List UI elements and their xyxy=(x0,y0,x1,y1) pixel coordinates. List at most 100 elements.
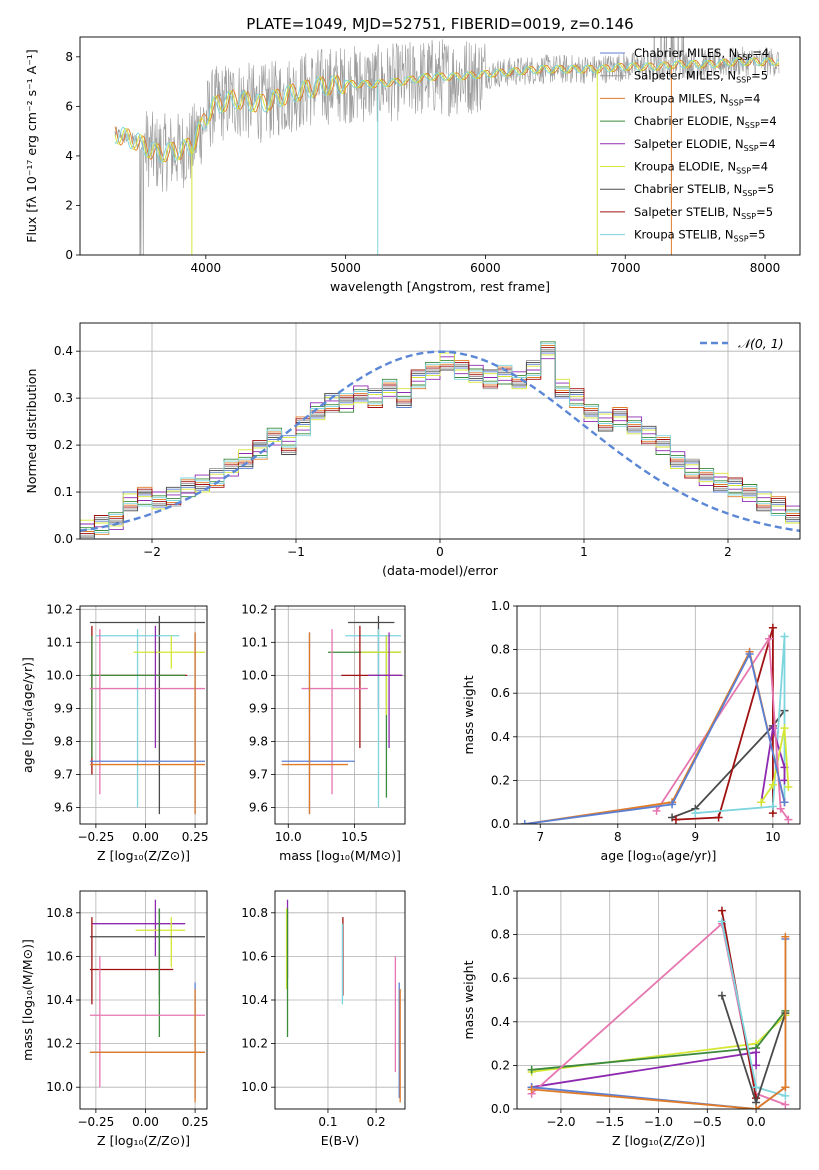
x-tick-label: 8000 xyxy=(750,261,781,275)
y-tick-label: 10.6 xyxy=(46,949,73,963)
x-tick-label: 7000 xyxy=(610,261,641,275)
y-tick-label: 0.0 xyxy=(54,532,73,546)
y-tick-label: 9.6 xyxy=(54,800,73,814)
y-tick-label: 0.2 xyxy=(491,1058,510,1072)
weight-point-marker xyxy=(764,634,773,643)
age-vs-mass-panel: 10.0 10.5 9.6 9.7 9.8 9.9 10.0 10.1 10.2 mass [lo… xyxy=(241,602,406,863)
weight-point-marker xyxy=(784,815,793,824)
weight-point-marker xyxy=(520,820,529,824)
histogram-step-line xyxy=(80,346,800,534)
weight-point-marker xyxy=(780,798,789,807)
y-tick-label: 10.1 xyxy=(241,635,268,649)
y-tick-label: 6 xyxy=(65,99,73,113)
y-axis-label: mass [log₁₀(M/M⊙)] xyxy=(20,939,35,1061)
x-tick-label: 6000 xyxy=(470,261,501,275)
y-tick-label: 0.4 xyxy=(491,730,510,744)
y-tick-label: 8 xyxy=(65,50,73,64)
weight-point-marker xyxy=(527,1085,536,1094)
axes-frame xyxy=(516,605,801,825)
age-vs-Z-panel: −0.25 0.00 0.25 9.6 9.7 9.8 9.9 10.0 10.1 10.2 Z [… xyxy=(20,602,208,863)
plot-area xyxy=(89,615,206,815)
x-tick-label: 0.00 xyxy=(132,1115,159,1129)
weight-series-line xyxy=(721,921,786,1097)
axes-frame xyxy=(516,890,801,1110)
x-tick-label: 2 xyxy=(724,545,732,559)
weight-point-marker xyxy=(714,813,723,822)
weight-point-marker xyxy=(768,780,777,789)
x-tick-label: −1 xyxy=(287,545,305,559)
x-tick-label: 10.0 xyxy=(275,830,302,844)
legend-label: Salpeter STELIB, NSSP=5 xyxy=(634,205,773,221)
x-tick-label: 0.00 xyxy=(132,830,159,844)
weight-point-marker xyxy=(781,932,790,941)
x-tick-label: 10 xyxy=(765,830,780,844)
y-tick-label: 0.6 xyxy=(491,971,510,985)
y-axis-label: Flux [fλ 10⁻¹⁷ erg cm⁻² s⁻¹ A⁻¹] xyxy=(24,49,39,242)
weight-point-marker xyxy=(780,724,789,733)
weight-point-marker xyxy=(652,806,661,815)
axes-frame xyxy=(79,322,801,540)
x-tick-label: 0.25 xyxy=(182,1115,209,1129)
axes-frame xyxy=(274,890,406,1110)
x-tick-label: 4000 xyxy=(191,261,222,275)
weight-point-marker xyxy=(780,632,789,641)
weight-vs-Z-panel: −2.0 −1.5 −1.0 −0.5 0.0 0.0 0.2 0.4 0.6 0.8 1.0 Z [… xyxy=(461,884,801,1148)
y-tick-label: 0.2 xyxy=(54,438,73,452)
spectrum-plot-area xyxy=(114,37,780,255)
x-tick-label: −1.5 xyxy=(595,1115,624,1129)
x-tick-label: −0.25 xyxy=(77,830,114,844)
y-tick-label: 10.8 xyxy=(241,906,268,920)
x-axis-label: mass [log₁₀(M/M⊙)] xyxy=(279,848,401,863)
x-axis-label: Z [log₁₀(Z/Z⊙)] xyxy=(97,848,190,863)
weight-point-marker xyxy=(717,906,726,915)
weight-point-marker xyxy=(781,1091,790,1100)
weight-point-marker xyxy=(757,798,766,807)
y-tick-label: 0.0 xyxy=(491,1102,510,1116)
y-tick-label: 9.9 xyxy=(249,701,268,715)
histogram-step-line xyxy=(80,350,800,538)
weight-point-marker xyxy=(752,1061,761,1070)
normal-curve-line xyxy=(80,350,800,532)
weight-point-marker xyxy=(752,1048,761,1057)
y-tick-label: 9.7 xyxy=(54,767,73,781)
x-axis-label: age [log₁₀(age/yr)] xyxy=(601,848,717,863)
y-tick-label: 10.8 xyxy=(46,906,73,920)
weight-point-marker xyxy=(671,815,680,824)
x-tick-label: −0.5 xyxy=(693,1115,722,1129)
residuals-plot-area xyxy=(80,341,800,539)
y-tick-label: 10.1 xyxy=(46,635,73,649)
plot-area xyxy=(527,906,790,1109)
x-axis-label: wavelength [Angstrom, rest frame] xyxy=(330,279,550,294)
model-spectrum-line xyxy=(114,57,780,163)
x-tick-label: 10.5 xyxy=(341,830,368,844)
y-axis-label: mass weight xyxy=(461,960,476,1039)
weight-series-line xyxy=(675,627,774,821)
spectrum-legend: Chabrier MILES, NSSP=4 Salpeter MILES, NS… xyxy=(600,46,777,244)
y-tick-label: 0.0 xyxy=(491,817,510,831)
x-tick-label: −0.25 xyxy=(77,1115,114,1129)
weight-point-marker xyxy=(752,1105,761,1109)
x-tick-label: 0 xyxy=(436,545,444,559)
y-tick-label: 0.4 xyxy=(491,1015,510,1029)
axes-frame xyxy=(79,890,208,1110)
plot-area xyxy=(281,615,403,815)
x-tick-label: 0.1 xyxy=(318,1115,337,1129)
plot-area xyxy=(520,623,793,824)
legend-label: Chabrier MILES, NSSP=4 xyxy=(634,46,769,62)
x-tick-label: 8 xyxy=(614,830,622,844)
x-tick-label: 7 xyxy=(536,830,544,844)
y-tick-label: 1.0 xyxy=(491,599,510,613)
y-tick-label: 10.2 xyxy=(241,1037,268,1051)
legend-label: Salpeter MILES, NSSP=5 xyxy=(634,69,768,85)
weight-series-line xyxy=(524,651,786,824)
weight-point-marker xyxy=(784,782,793,791)
y-tick-label: 4 xyxy=(65,149,73,163)
y-tick-label: 10.2 xyxy=(46,602,73,616)
y-tick-label: 0.1 xyxy=(54,485,73,499)
y-tick-label: 10.6 xyxy=(241,949,268,963)
weight-point-marker xyxy=(745,649,754,658)
residuals-panel: −2 −1 0 1 2 0.0 0.1 0.2 0.3 0.4 (data-model)/error… xyxy=(24,322,801,578)
axes-frame xyxy=(79,605,208,825)
x-axis-label: (data-model)/error xyxy=(382,563,499,578)
weight-point-marker xyxy=(717,991,726,1000)
